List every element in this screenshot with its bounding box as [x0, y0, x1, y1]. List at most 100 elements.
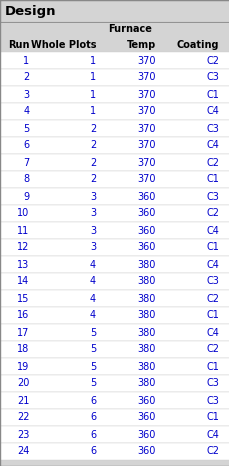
Text: C2: C2	[205, 294, 218, 303]
Text: 15: 15	[17, 294, 29, 303]
Text: Temp: Temp	[126, 40, 155, 49]
Text: C3: C3	[205, 123, 218, 133]
Text: 360: 360	[137, 412, 155, 423]
Text: C1: C1	[205, 242, 218, 253]
Text: 4: 4	[90, 310, 96, 321]
Text: 370: 370	[137, 174, 155, 185]
Text: 23: 23	[17, 430, 29, 439]
Bar	[0, 120, 229, 137]
Text: 12: 12	[17, 242, 29, 253]
Text: 380: 380	[137, 260, 155, 269]
Text: C1: C1	[205, 412, 218, 423]
Text: 4: 4	[23, 107, 29, 116]
Text: C3: C3	[205, 378, 218, 389]
Bar	[0, 324, 229, 341]
Text: 1: 1	[90, 55, 96, 66]
Text: 21: 21	[17, 396, 29, 405]
Text: 14: 14	[17, 276, 29, 287]
Text: C4: C4	[205, 328, 218, 337]
Bar	[0, 239, 229, 256]
Bar	[0, 103, 229, 120]
Bar	[0, 222, 229, 239]
Text: C3: C3	[205, 192, 218, 201]
Text: 380: 380	[137, 328, 155, 337]
Text: 8: 8	[23, 174, 29, 185]
Text: C1: C1	[205, 174, 218, 185]
Text: 380: 380	[137, 276, 155, 287]
Text: C4: C4	[205, 107, 218, 116]
Text: 16: 16	[17, 310, 29, 321]
Bar	[0, 52, 229, 69]
Text: C3: C3	[205, 396, 218, 405]
Bar	[0, 307, 229, 324]
Text: C4: C4	[205, 226, 218, 235]
Bar	[0, 273, 229, 290]
Text: 6: 6	[90, 396, 96, 405]
Text: 360: 360	[137, 446, 155, 457]
Text: 380: 380	[137, 294, 155, 303]
Text: C2: C2	[205, 344, 218, 355]
Bar	[0, 188, 229, 205]
Text: 4: 4	[90, 260, 96, 269]
Text: 380: 380	[137, 310, 155, 321]
Text: 2: 2	[89, 158, 96, 167]
Text: 3: 3	[90, 208, 96, 219]
Bar	[0, 409, 229, 426]
Bar	[0, 205, 229, 222]
Text: 5: 5	[89, 378, 96, 389]
Bar	[0, 375, 229, 392]
Text: 1: 1	[90, 73, 96, 82]
Bar	[0, 0, 229, 22]
Text: C3: C3	[205, 276, 218, 287]
Bar	[0, 290, 229, 307]
Text: 360: 360	[137, 396, 155, 405]
Text: 4: 4	[90, 294, 96, 303]
Text: 7: 7	[23, 158, 29, 167]
Text: 360: 360	[137, 242, 155, 253]
Text: 5: 5	[89, 362, 96, 371]
Text: 2: 2	[89, 123, 96, 133]
Text: 1: 1	[23, 55, 29, 66]
Text: 19: 19	[17, 362, 29, 371]
Text: 6: 6	[90, 412, 96, 423]
Text: 370: 370	[137, 123, 155, 133]
Text: 370: 370	[137, 141, 155, 151]
Text: 9: 9	[23, 192, 29, 201]
Text: 6: 6	[90, 446, 96, 457]
Text: 17: 17	[17, 328, 29, 337]
Text: 13: 13	[17, 260, 29, 269]
Text: Coating: Coating	[176, 40, 218, 49]
Text: 380: 380	[137, 344, 155, 355]
Text: 22: 22	[17, 412, 29, 423]
Text: 20: 20	[17, 378, 29, 389]
Text: 360: 360	[137, 192, 155, 201]
Text: C2: C2	[205, 208, 218, 219]
Text: 380: 380	[137, 362, 155, 371]
Text: 6: 6	[90, 430, 96, 439]
Text: C4: C4	[205, 430, 218, 439]
Bar	[0, 137, 229, 154]
Text: C1: C1	[205, 362, 218, 371]
Text: 370: 370	[137, 73, 155, 82]
Text: C2: C2	[205, 158, 218, 167]
Text: 2: 2	[89, 174, 96, 185]
Text: Design: Design	[5, 5, 56, 18]
Text: 4: 4	[90, 276, 96, 287]
Bar	[0, 69, 229, 86]
Text: Run: Run	[8, 40, 29, 49]
Text: 1: 1	[90, 107, 96, 116]
Text: C2: C2	[205, 55, 218, 66]
Text: 360: 360	[137, 430, 155, 439]
Text: 2: 2	[89, 141, 96, 151]
Text: C4: C4	[205, 141, 218, 151]
Text: 370: 370	[137, 55, 155, 66]
Text: 24: 24	[17, 446, 29, 457]
Text: 3: 3	[23, 89, 29, 100]
Text: C1: C1	[205, 89, 218, 100]
Text: 1: 1	[90, 89, 96, 100]
Bar	[0, 358, 229, 375]
Bar	[0, 171, 229, 188]
Text: 5: 5	[23, 123, 29, 133]
Text: C1: C1	[205, 310, 218, 321]
Bar	[0, 256, 229, 273]
